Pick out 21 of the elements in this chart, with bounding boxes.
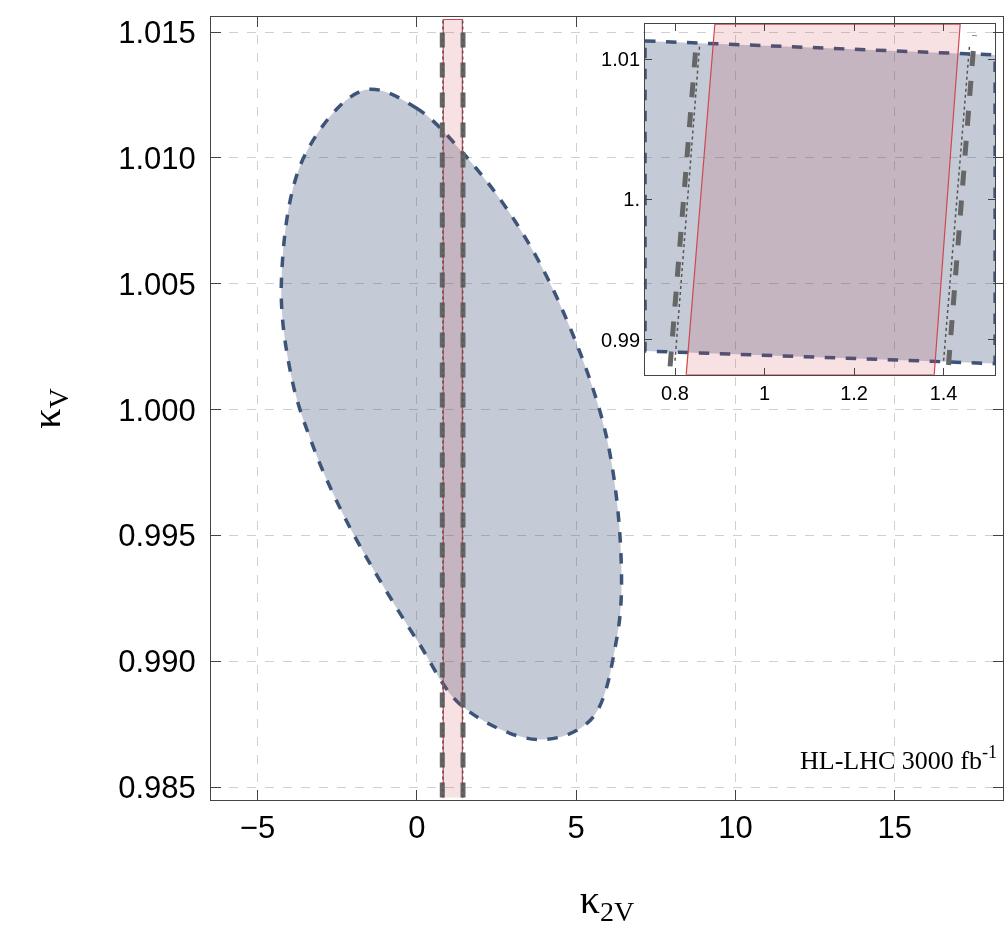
y-tick-label: 1.000 [118, 392, 196, 428]
y-tick-label: 0.985 [118, 770, 196, 806]
annotation: HL-LHC 3000 fb$^{-1}$ [800, 742, 998, 775]
y-tick-label: 1.005 [118, 266, 196, 302]
y-tick-label: 1.015 [118, 14, 196, 50]
x-tick-label: 1.2 [840, 381, 868, 404]
y-tick-label: 0.99 [601, 328, 641, 351]
y-tick-label: 1. [623, 188, 641, 211]
x-tick-label: 0 [408, 810, 426, 846]
x-axis-title: κ$_{2V}$ [579, 876, 635, 928]
y-tick-label: 0.995 [118, 518, 196, 554]
x-tick-label: 5 [567, 810, 585, 846]
x-tick-label: 0.8 [661, 381, 689, 404]
x-tick-label: −5 [239, 810, 276, 846]
y-tick-label: 1.010 [118, 140, 196, 176]
y-tick-label: 0.990 [118, 644, 196, 680]
x-tick-label: 10 [718, 810, 753, 846]
x-tick-label: 15 [877, 810, 912, 846]
x-tick-label: 1.4 [929, 381, 958, 404]
y-tick-label: 1.01 [601, 48, 641, 71]
x-tick-label: 1 [758, 381, 771, 404]
